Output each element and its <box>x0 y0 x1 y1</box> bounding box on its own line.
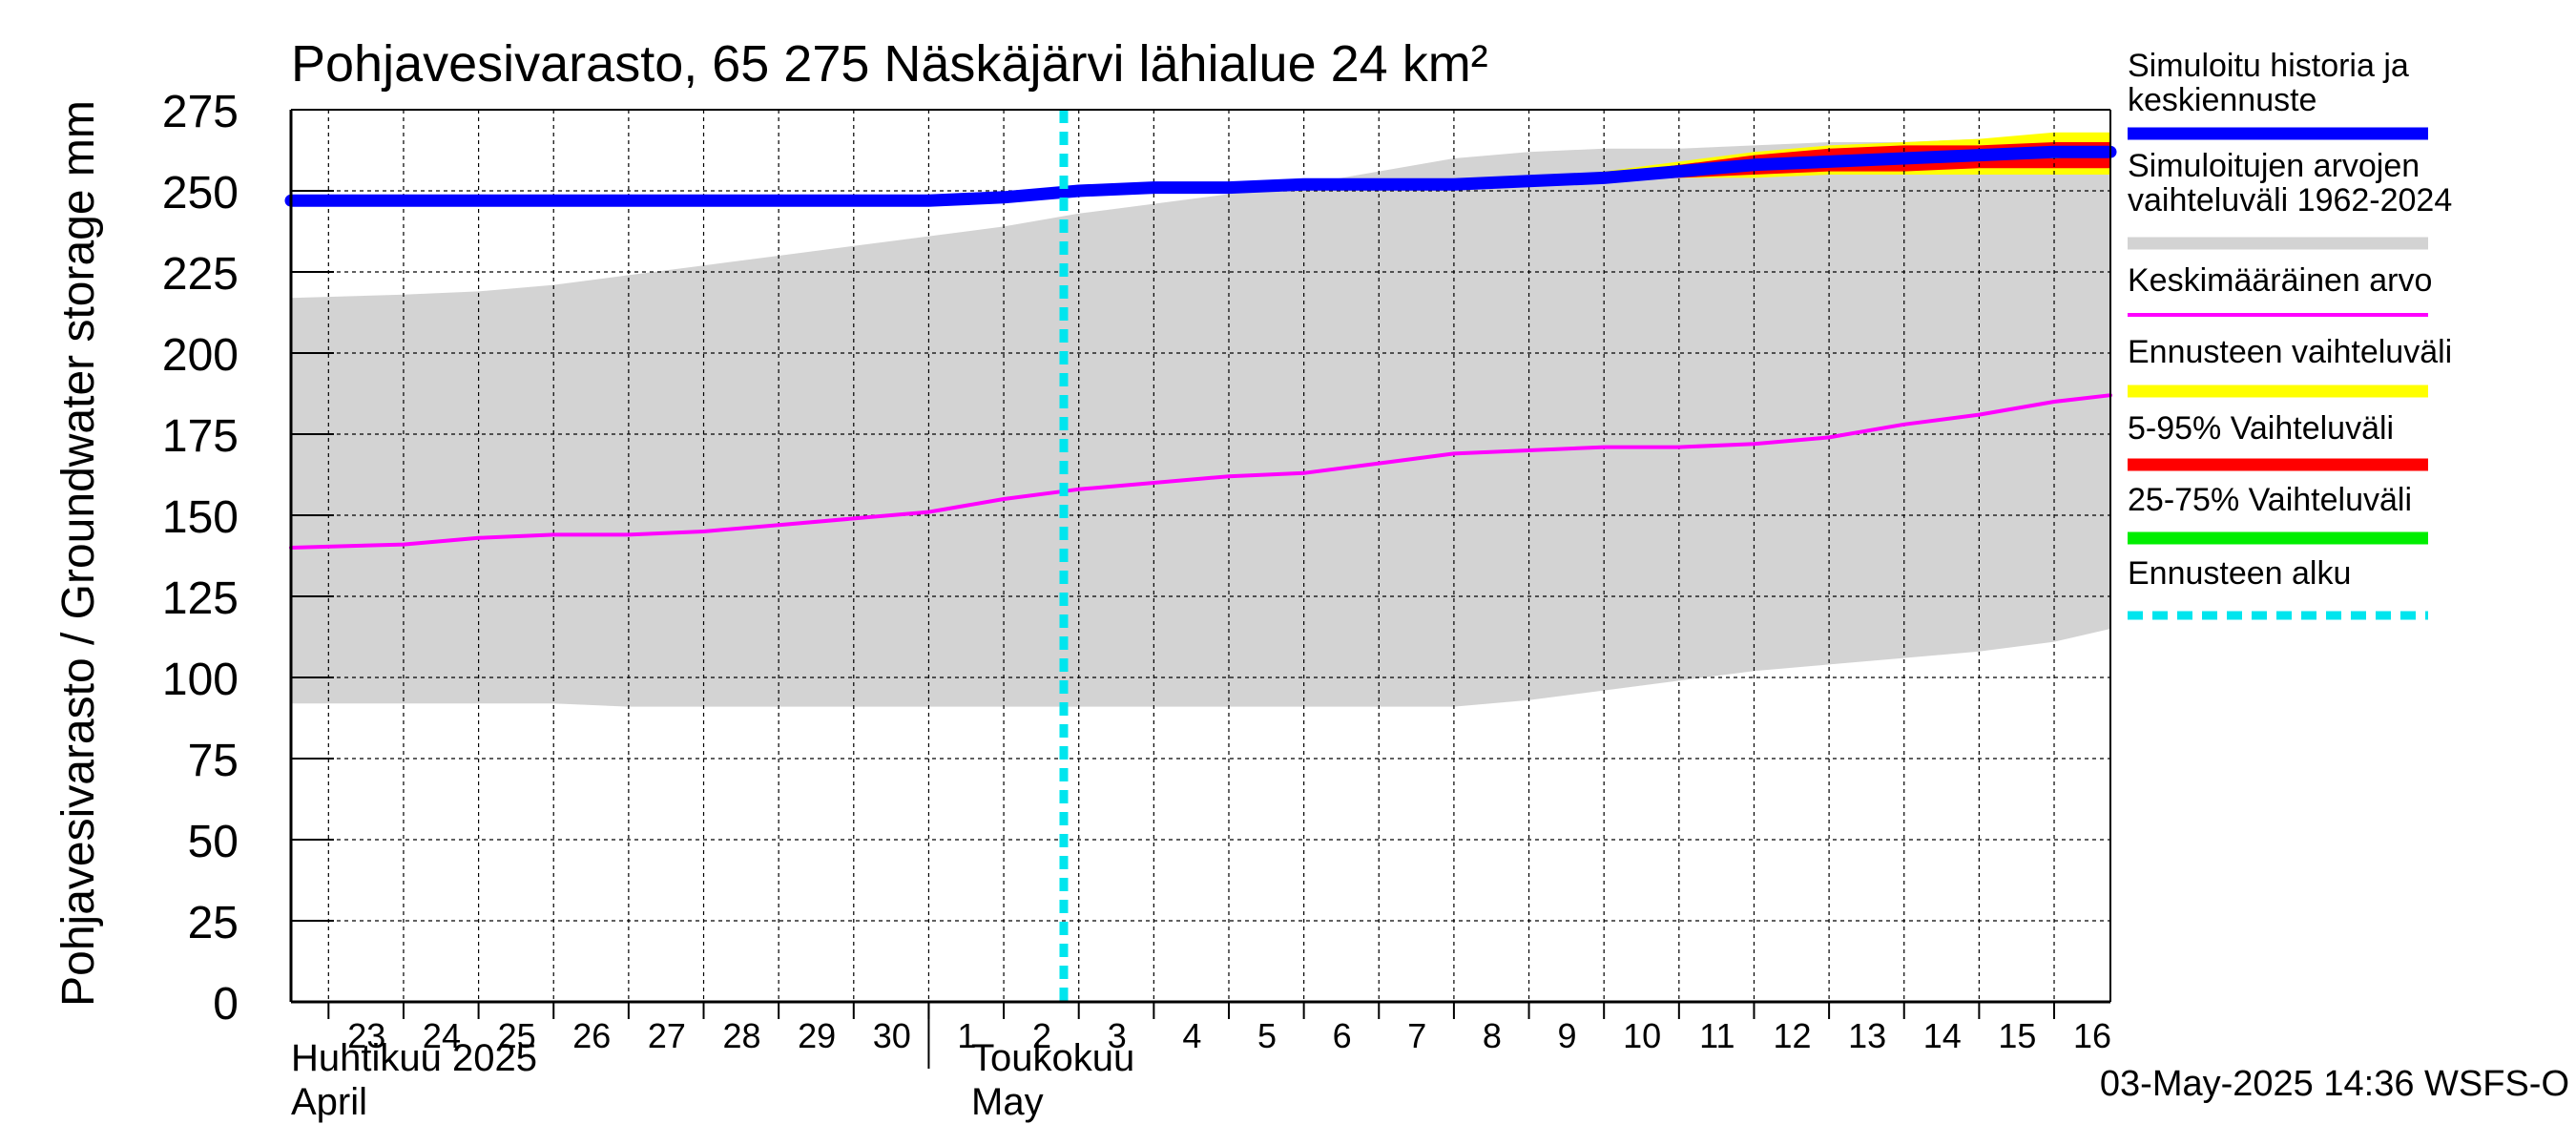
x-tick-label: 13 <box>1848 1016 1886 1055</box>
legend-label: Simuloitu historia ja keskiennuste <box>2128 48 2409 118</box>
legend-item: Ennusteen vaihteluväli <box>2128 334 2452 398</box>
legend-label: Ennusteen alku <box>2128 555 2351 592</box>
y-tick-label: 175 <box>162 411 239 462</box>
y-tick-label: 225 <box>162 249 239 300</box>
y-tick-label: 150 <box>162 492 239 543</box>
band-1-area <box>1064 132 2110 191</box>
x-tick-label: 3 <box>1108 1016 1127 1055</box>
legend-label: Ennusteen vaihteluväli <box>2128 334 2452 370</box>
x-tick-label: 28 <box>722 1016 760 1055</box>
x-tick-label: 5 <box>1257 1016 1277 1055</box>
y-tick-label: 75 <box>188 736 239 786</box>
y-tick-label: 125 <box>162 573 239 624</box>
x-tick-label: 16 <box>2073 1016 2111 1055</box>
legend-label: 5-95% Vaihteluväli <box>2128 410 2394 447</box>
legend-item: 25-75% Vaihteluväli <box>2128 482 2428 545</box>
series-5-line <box>284 145 2117 207</box>
y-tick-label: 200 <box>162 330 239 381</box>
series-4-line <box>289 393 2112 550</box>
x-tick-label: 2 <box>1032 1016 1051 1055</box>
x-tick-label: 30 <box>873 1016 911 1055</box>
y-tick-label: 0 <box>213 979 239 1030</box>
x-tick-label: 12 <box>1773 1016 1811 1055</box>
x-tick-label: 27 <box>648 1016 686 1055</box>
x-tick-label: 14 <box>1923 1016 1962 1055</box>
legend-item: Simuloitu historia ja keskiennuste <box>2128 48 2428 140</box>
x-tick-label: 4 <box>1182 1016 1201 1055</box>
x-tick-label: 15 <box>1998 1016 2036 1055</box>
chart-title: Pohjavesivarasto, 65 275 Näskäjärvi lähi… <box>291 35 1488 93</box>
month-label-fi: Huhtikuu 2025 <box>291 1037 537 1079</box>
x-tick-label: 25 <box>498 1016 536 1055</box>
x-tick-label: 23 <box>347 1016 385 1055</box>
x-tick-label: 24 <box>423 1016 461 1055</box>
legend-item: 5-95% Vaihteluväli <box>2128 410 2428 471</box>
x-tick-label: 29 <box>798 1016 836 1055</box>
legend-item: Ennusteen alku <box>2128 555 2428 620</box>
x-tick-label: 11 <box>1699 1016 1735 1055</box>
month-label-fi: Toukokuu <box>971 1037 1134 1079</box>
timestamp: 03-May-2025 14:36 WSFS-O <box>2100 1064 2569 1104</box>
y-tick-label: 100 <box>162 655 239 705</box>
band-2-area <box>1064 142 2110 191</box>
x-tick-label: 8 <box>1483 1016 1502 1055</box>
y-tick-label: 275 <box>162 87 239 137</box>
y-tick-label: 25 <box>188 898 239 948</box>
y-tick-label: 50 <box>188 817 239 867</box>
x-tick-label: 1 <box>957 1016 976 1055</box>
x-tick-label: 10 <box>1623 1016 1661 1055</box>
legend-label: 25-75% Vaihteluväli <box>2128 482 2412 518</box>
legend-item: Simuloitujen arvojen vaihteluväli 1962-20… <box>2128 148 2452 250</box>
x-tick-label: 9 <box>1558 1016 1577 1055</box>
x-tick-label: 6 <box>1333 1016 1352 1055</box>
band-0-area <box>291 138 2110 707</box>
x-tick-label: 7 <box>1407 1016 1426 1055</box>
legend-label: Simuloitujen arvojen vaihteluväli 1962-20… <box>2128 148 2452 219</box>
x-tick-label: 26 <box>572 1016 611 1055</box>
legend-item: Keskimääräinen arvo <box>2128 262 2432 317</box>
y-axis-label: Pohjavesivarasto / Groundwater storage m… <box>53 100 104 1007</box>
y-tick-label: 250 <box>162 168 239 219</box>
legend-label: Keskimääräinen arvo <box>2128 262 2432 299</box>
month-label-en: May <box>971 1081 1044 1123</box>
month-label-en: April <box>291 1081 367 1123</box>
